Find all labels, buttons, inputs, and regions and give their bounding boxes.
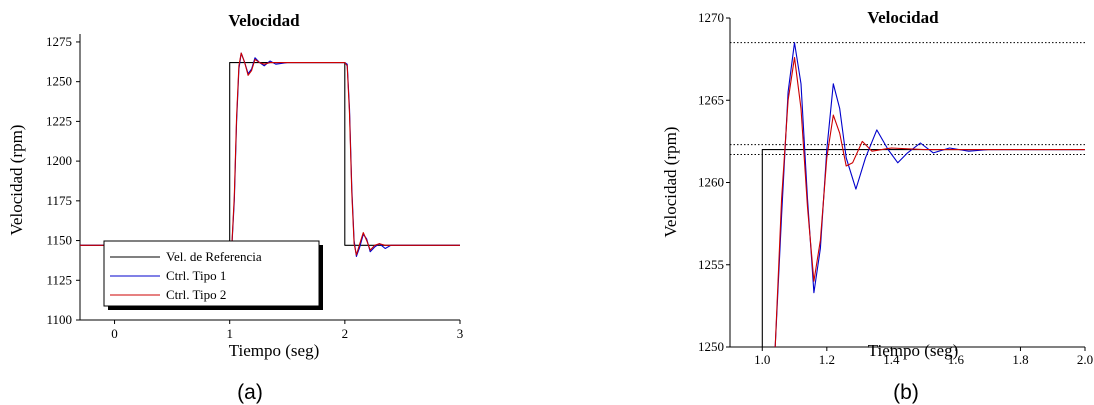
panel-b-ytick-label-1250: 1250 xyxy=(698,339,724,354)
panel-a-ylabel: Velocidad (rpm) xyxy=(7,125,26,236)
panel-a-ytick-label-1200: 1200 xyxy=(46,153,72,168)
panel-b-ytick-label-1260: 1260 xyxy=(698,175,724,190)
panel-b-xtick-label-1-2: 1.2 xyxy=(819,352,835,367)
panel-a: Velocidad Velocidad (rpm) Tiempo (seg) 1… xyxy=(7,11,463,404)
panel-a-series-ctrl-tipo-2 xyxy=(80,52,460,256)
panel-b-ytick-label-1265: 1265 xyxy=(698,92,724,107)
panel-a-ytick-label-1150: 1150 xyxy=(46,233,72,248)
panel-b-ticks: 1250 1255 1260 1265 1270 1.0 1.2 1.4 1.6 1.8 2.0 xyxy=(698,10,1093,367)
panel-b-caption: (b) xyxy=(893,381,919,404)
panel-a-caption: (a) xyxy=(237,381,263,404)
panel-b-ylabel: Velocidad (rpm) xyxy=(661,127,680,238)
legend-label-tipo1: Ctrl. Tipo 1 xyxy=(166,268,226,283)
panel-b-ytick-label-1255: 1255 xyxy=(698,257,724,272)
panel-a-series xyxy=(80,52,460,257)
panel-b-series-ctrl-tipo-1 xyxy=(774,42,1085,348)
panel-a-xtick-label-2: 2 xyxy=(342,326,349,341)
panel-a-ticks: 1100 1125 1150 1175 1200 1225 1250 1275 0 1 2 3 xyxy=(46,34,463,341)
panel-a-legend: Vel. de Referencia Ctrl. Tipo 1 Ctrl. Ti… xyxy=(103,240,323,310)
panel-b-xtick-label-1-6: 1.6 xyxy=(948,352,965,367)
panel-a-series-vel-de-referencia xyxy=(80,62,460,246)
panel-a-title: Velocidad xyxy=(228,11,300,30)
panel-b: Velocidad Velocidad (rpm) Tiempo (seg) 1… xyxy=(661,8,1093,404)
panel-b-reference-lines xyxy=(730,42,1085,156)
panel-a-ytick-label-1125: 1125 xyxy=(46,272,72,287)
panel-a-ytick-label-1250: 1250 xyxy=(46,74,72,89)
panel-a-xtick-label-3: 3 xyxy=(457,326,464,341)
panel-a-ytick-label-1275: 1275 xyxy=(46,34,72,49)
panel-b-xtick-label-2-0: 2.0 xyxy=(1077,352,1093,367)
panel-b-series xyxy=(761,42,1085,348)
panel-b-xtick-label-1-4: 1.4 xyxy=(883,352,900,367)
legend-label-reference: Vel. de Referencia xyxy=(166,249,262,264)
panel-a-ytick-label-1100: 1100 xyxy=(46,312,72,327)
panel-b-series-ctrl-tipo-2 xyxy=(774,56,1085,348)
panel-a-ytick-label-1225: 1225 xyxy=(46,113,72,128)
panel-a-xlabel: Tiempo (seg) xyxy=(229,341,320,360)
panel-b-title: Velocidad xyxy=(867,8,939,27)
panel-a-series-ctrl-tipo-1 xyxy=(80,52,460,257)
panel-b-ytick-label-1270: 1270 xyxy=(698,10,724,25)
panel-a-xtick-label-0: 0 xyxy=(111,326,118,341)
panel-b-xtick-label-1-8: 1.8 xyxy=(1012,352,1028,367)
panel-a-xtick-label-1: 1 xyxy=(226,326,233,341)
panel-b-xtick-label-1-0: 1.0 xyxy=(754,352,770,367)
legend-label-tipo2: Ctrl. Tipo 2 xyxy=(166,287,226,302)
panel-b-xlabel: Tiempo (seg) xyxy=(868,341,959,360)
panel-a-ytick-label-1175: 1175 xyxy=(46,193,72,208)
